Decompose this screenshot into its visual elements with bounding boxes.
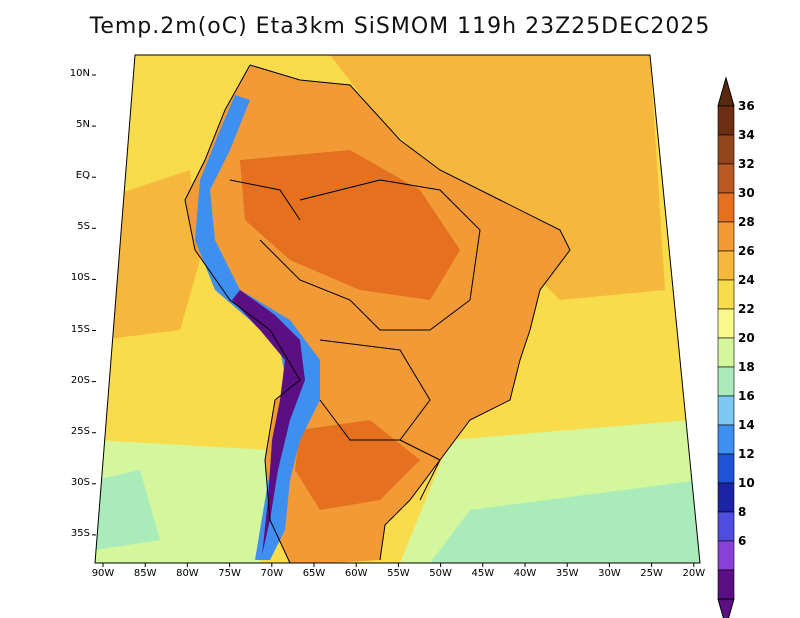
lat-label: 20S	[70, 374, 90, 386]
colorbar-label: 16	[738, 389, 755, 403]
colorbar-swatch	[717, 482, 735, 513]
warm-pacific-region	[100, 170, 200, 340]
colorbar-label: 30	[738, 186, 755, 200]
lon-label: 40W	[513, 568, 537, 579]
lon-label: 25W	[640, 568, 663, 579]
colorbar-swatch	[717, 308, 735, 339]
colorbar-swatch	[717, 540, 735, 571]
lat-label: 25S	[70, 425, 90, 437]
colorbar-swatch	[717, 511, 735, 542]
lon-label: 70W	[260, 568, 284, 579]
country-borders	[184, 64, 571, 564]
colorbar-label: 28	[738, 215, 755, 229]
map-frame	[94, 54, 701, 564]
colorbar-swatch	[717, 134, 735, 165]
lat-label: 30S	[70, 476, 90, 488]
colorbar-swatch	[717, 105, 735, 136]
lon-label: 85W	[133, 568, 157, 579]
lat-label: EQ	[75, 170, 90, 182]
colorbar-swatch	[717, 453, 735, 484]
warm-atlantic-region	[330, 55, 665, 300]
page-title: Temp.2m(oC) Eta3km SiSMOM 119h 23Z25DEC2…	[89, 14, 711, 39]
colorbar-label: 10	[738, 476, 755, 490]
hot-interior-south	[295, 420, 420, 510]
lat-label: 5N	[76, 119, 90, 131]
lat-label: 5S	[77, 221, 90, 233]
colorbar-swatch	[717, 424, 735, 455]
lon-label: 60W	[344, 568, 368, 579]
andes-core	[232, 290, 305, 555]
cold-south-pacific	[95, 470, 160, 550]
colorbar-swatch	[717, 569, 735, 600]
longitude-ticks	[102, 563, 695, 567]
lon-label: 55W	[387, 568, 410, 579]
colorbar-max-arrow	[717, 76, 735, 107]
colorbar	[717, 76, 735, 618]
colorbar-label: 26	[738, 244, 755, 258]
andes-cold-ridge	[195, 95, 320, 560]
colorbar-label: 36	[738, 99, 755, 113]
colorbar-swatch	[717, 192, 735, 223]
lat-label: 35S	[70, 527, 90, 539]
colorbar-label: 32	[738, 157, 755, 171]
colorbar-label: 20	[738, 331, 755, 345]
colorbar-swatch	[717, 395, 735, 426]
colorbar-swatch	[717, 250, 735, 281]
colorbar-swatch	[717, 337, 735, 368]
temperature-field	[95, 55, 700, 563]
colorbar-label: 8	[738, 505, 747, 519]
cold-south-atlantic	[430, 480, 700, 563]
colorbar-label: 18	[738, 360, 755, 374]
lon-label: 90W	[91, 568, 115, 579]
lat-label: 15S	[70, 323, 90, 335]
lat-label: 10S	[70, 272, 90, 284]
lon-label: 30W	[598, 568, 621, 579]
colorbar-label: 22	[738, 302, 755, 316]
colorbar-swatch	[717, 163, 735, 194]
colorbar-swatch	[717, 366, 735, 397]
colorbar-label: 6	[738, 534, 747, 548]
lon-label: 65W	[302, 568, 326, 579]
lon-label: 45W	[471, 568, 495, 579]
colorbar-min-arrow	[717, 598, 735, 618]
colorbar-label: 24	[738, 273, 755, 287]
lon-label: 50W	[429, 568, 452, 579]
colorbar-label: 34	[738, 128, 755, 142]
lon-label: 80W	[176, 568, 199, 579]
lon-label: 20W	[682, 568, 706, 579]
lon-label: 75W	[218, 568, 241, 579]
colorbar-swatch	[717, 279, 735, 310]
hot-interior-north	[240, 150, 460, 300]
latitude-ticks	[92, 74, 96, 536]
colorbar-label: 12	[738, 447, 755, 461]
colorbar-label: 14	[738, 418, 755, 432]
colorbar-swatch	[717, 221, 735, 252]
lon-label: 35W	[555, 568, 579, 579]
lat-label: 10N	[69, 68, 90, 79]
